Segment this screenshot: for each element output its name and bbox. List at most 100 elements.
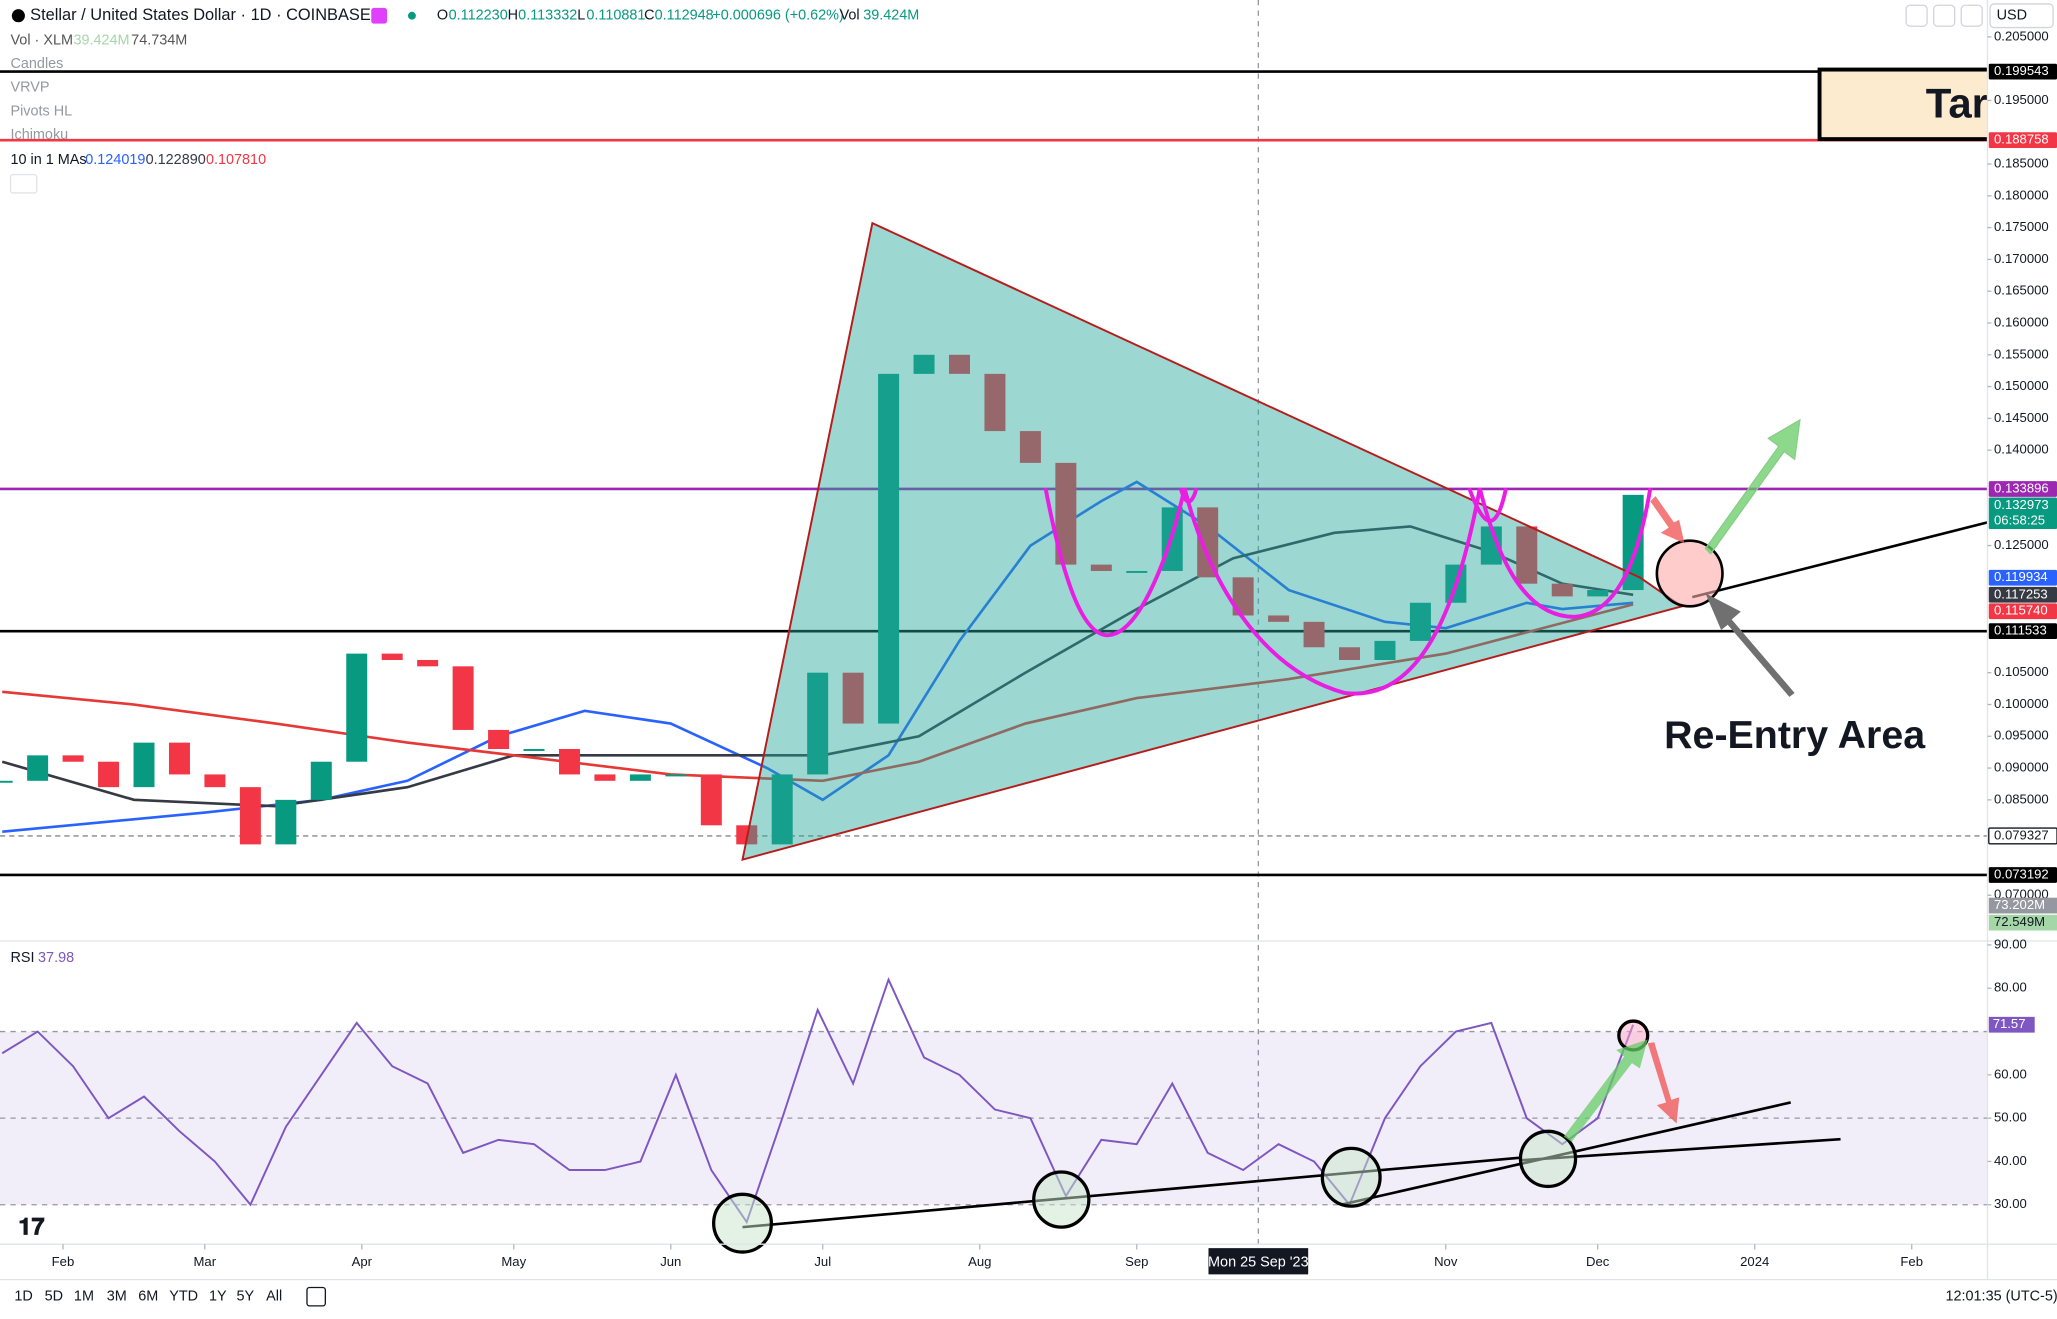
vol-value: 39.424M [863,8,919,24]
candle [27,755,49,781]
flag-icon [371,7,387,24]
range-button[interactable]: YTD [169,1288,198,1304]
candle [984,373,1006,432]
y-tick-label: 0.145000 [1994,410,2049,425]
y-tick-label: 80.00 [1994,980,2027,995]
collapse-button[interactable] [9,173,38,194]
price-label-bg [1988,867,2057,883]
y-tick-label: 0.155000 [1994,346,2049,361]
crosshair-label: Mon 25 Sep '23 [1208,1254,1309,1270]
y-tick-label: 0.090000 [1994,760,2049,775]
y-tick-label: 40.00 [1994,1153,2027,1168]
y-tick-label: 0.150000 [1994,378,2049,393]
price-label-bg [1988,603,2057,620]
candle [1409,602,1431,641]
reentry-text: Re-Entry Area [1664,713,1926,757]
drawings: Tar Re-Entry Area [712,67,1999,1254]
candle [1303,621,1325,648]
y-tick-label: 0.160000 [1994,314,2049,329]
range-button[interactable]: 1D [14,1288,32,1304]
price-axis [1987,0,2057,1280]
candle [310,761,332,800]
y-tick-label: 60.00 [1994,1066,2027,1081]
vol-ma-value: 74.734M [131,32,187,48]
candle [594,774,616,781]
moving-average [1,525,1634,808]
candle [842,672,864,724]
high-label: H [508,8,518,24]
price-label-bg [1988,497,2057,530]
y-tick-label: 0.165000 [1994,283,2049,298]
legend-header: Stellar / United States Dollar · 1D · CO… [9,3,2054,966]
rsi-down-arrow [1647,1042,1680,1124]
price-label: 0.119934 [1994,569,2048,584]
candle [381,653,403,660]
currency-button[interactable] [1989,3,2054,29]
ma-value: 0.124019 [85,152,145,168]
x-tick-label: May [501,1254,526,1269]
down-arrow [1650,496,1685,544]
date-range-icon[interactable] [306,1286,326,1307]
price-label-bg [1988,132,2057,149]
hidden-indicator: Ichimoku [10,127,68,143]
candle [133,742,155,788]
candle [239,787,261,845]
candle [878,373,900,724]
candle [1019,431,1041,463]
hidden-indicator: VRVP [10,80,49,96]
hidden-indicator: Candles [10,56,63,72]
candle [1268,615,1290,622]
candle [700,774,722,826]
range-button[interactable]: 5Y [236,1288,254,1304]
rsi-last-label: 71.57 [1993,1016,2026,1031]
trend-line [1691,521,1988,599]
x-tick-label: Dec [1586,1254,1610,1269]
volume-label-bg [1988,897,2057,914]
range-button[interactable]: 5D [45,1288,63,1304]
candle [1232,577,1254,616]
x-tick-label: Sep [1125,1254,1148,1269]
price-label: 0.117253 [1994,586,2048,601]
rsi-trend-line [742,1156,1522,1229]
x-tick-label: Aug [968,1254,991,1269]
icon-button[interactable] [1960,4,1983,27]
candle [1551,583,1573,597]
x-tick-label: Jul [814,1254,831,1269]
low-label: L [577,8,585,24]
icon-button[interactable] [1905,4,1928,27]
volume-label-bg [1988,914,2057,931]
range-button[interactable]: 6M [138,1288,158,1304]
price-label-bg [1988,827,2057,845]
y-tick-label: 0.185000 [1994,156,2049,171]
up-arrow [1704,418,1801,555]
rsi-last-bg [1988,1016,2035,1033]
price-label: 0.111533 [1994,623,2047,638]
price-label: 0.132973 [1994,497,2049,512]
range-button[interactable]: 3M [107,1288,127,1304]
close-label: C [644,8,654,24]
ma-value: 0.107810 [206,152,266,168]
rsi-up-arrow [1563,1039,1648,1142]
y-tick-label: 0.170000 [1994,251,2049,266]
candle [665,774,687,777]
range-button[interactable]: All [266,1288,282,1304]
vol-indicator-value: 39.424M [73,32,129,48]
candle [417,659,439,667]
y-tick-label: 30.00 [1994,1196,2027,1211]
pattern-curve [1043,487,1653,696]
candle [1126,570,1148,573]
candle [771,774,793,845]
price-label: 0.079327 [1994,827,2049,842]
range-button[interactable]: 1Y [209,1288,227,1304]
candle [807,672,829,775]
volume-label: 72.549M [1994,914,2045,929]
candle [948,354,970,374]
range-button[interactable]: 1M [74,1288,94,1304]
icon-button[interactable] [1933,4,1956,27]
x-tick-label: Feb [1900,1254,1923,1269]
hidden-indicator: Pivots HL [10,103,72,119]
bottom-toolbar [0,1279,2057,1319]
countdown: 06:58:25 [1994,513,2045,528]
x-tick-label: Feb [52,1254,75,1269]
